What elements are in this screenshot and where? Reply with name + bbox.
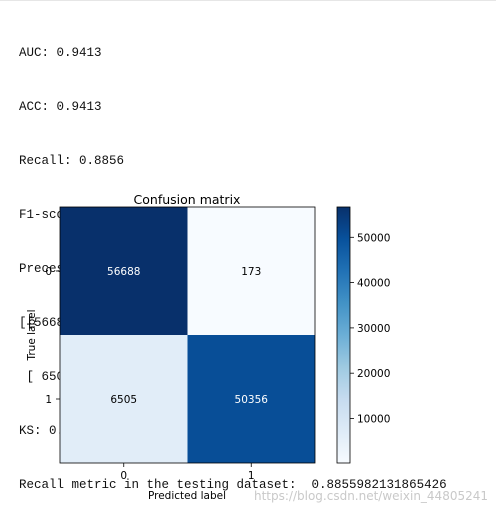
heatmap-cell-1-1 — [187, 335, 315, 463]
x-tick-label-1: 1 — [248, 470, 255, 482]
x-axis-label: Predicted label — [148, 490, 226, 502]
colorbar — [336, 206, 351, 464]
cell-value-label-0-1: 173 — [241, 266, 261, 278]
top-divider — [0, 0, 496, 1]
heatmap-cells — [60, 207, 315, 463]
heatmap-cell-1-0 — [60, 335, 188, 463]
cell-value-label-1-1: 50356 — [235, 394, 269, 406]
watermark-text: https://blog.csdn.net/weixin_44805241 — [254, 489, 488, 503]
colorbar-tick-label-4: 50000 — [357, 232, 390, 244]
colorbar-tick-label-0: 10000 — [357, 413, 390, 425]
console-line-auc: AUC: 0.9413 — [19, 46, 102, 60]
heatmap-cell-0-0 — [60, 207, 188, 335]
colorbar-tick-label-1: 20000 — [357, 368, 390, 380]
console-line-acc: ACC: 0.9413 — [19, 100, 102, 114]
chart-title: Confusion matrix — [134, 192, 241, 207]
cell-value-label-1-0: 6505 — [110, 394, 137, 406]
y-axis-label: True label — [26, 309, 38, 361]
y-tick-label-1: 1 — [45, 394, 52, 406]
colorbar-tick-label-3: 40000 — [357, 278, 390, 290]
heatmap-cell-0-1 — [187, 207, 315, 335]
heatmap-cell-labels: 56688 173 6505 50356 — [107, 266, 268, 406]
console-line-recall: Recall: 0.8856 — [19, 154, 125, 168]
colorbar-tick-label-2: 30000 — [357, 323, 390, 335]
console-line-recall-test: Recall metric in the testing dataset: 0.… — [19, 478, 447, 492]
x-tick-label-0: 0 — [120, 470, 127, 482]
cell-value-label-0-0: 56688 — [107, 266, 140, 278]
y-axis-ticks: 01 — [45, 266, 60, 406]
heatmap-frame — [59, 206, 316, 464]
y-tick-label-0: 0 — [45, 266, 52, 278]
colorbar-ticks: 10000 20000 30000 40000 50000 — [350, 232, 390, 425]
